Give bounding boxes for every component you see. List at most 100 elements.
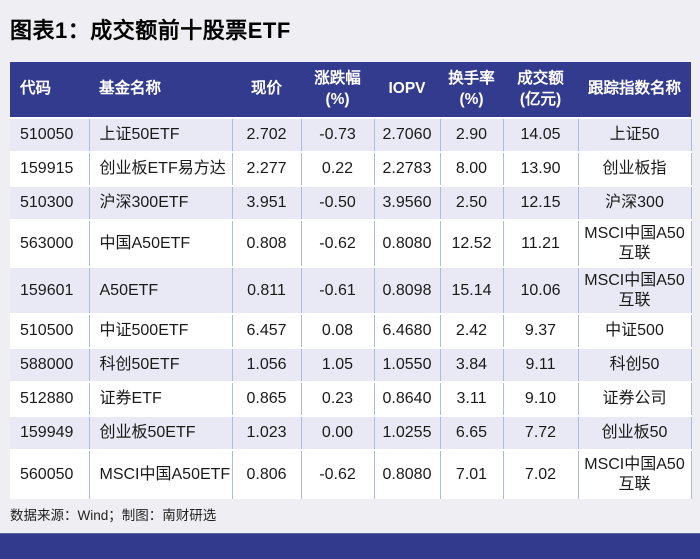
etf-table: 代码 基金名称 现价 涨跌幅 (%) IOPV 换手率 (%) 成交额 (亿元)… (10, 62, 692, 499)
cell-code: 159601 (20, 281, 74, 299)
cell-volume: 12.15 (502, 186, 578, 220)
cell-fund-name: 创业板ETF易方达 (88, 152, 232, 186)
cell-price: 2.702 (231, 118, 301, 152)
cell-code: 560050 (20, 466, 74, 483)
table-row: 510300 沪深300ETF 3.951 -0.50 3.9560 2.50 … (10, 186, 692, 220)
cell-iopv: 0.8640 (373, 382, 440, 416)
cell-change-pct: 0.00 (300, 416, 374, 450)
cell-volume: 11.21 (502, 220, 578, 267)
cell-change-pct: 1.05 (300, 348, 374, 382)
cell-index-name: MSCI中国A50 互联 (577, 267, 692, 314)
bottom-bar (0, 533, 700, 559)
cell-change-pct: 0.23 (300, 382, 374, 416)
table-row: 560050 MSCI中国A50ETF 0.806 -0.62 0.8080 7… (10, 450, 692, 499)
cell-turnover-pct: 15.14 (439, 267, 503, 314)
cell-iopv: 2.2783 (373, 152, 440, 186)
cell-code: 588000 (20, 356, 74, 373)
cell-volume: 9.11 (502, 348, 578, 382)
cell-turnover-pct: 2.42 (439, 314, 503, 348)
cell-volume: 13.90 (502, 152, 578, 186)
cell-index-name: 创业板50 (577, 416, 692, 450)
table-row: 159601 A50ETF 0.811 -0.61 0.8098 15.14 1… (10, 267, 692, 314)
cell-iopv: 0.8080 (373, 450, 440, 499)
cell-fund-name: 证券ETF (88, 382, 232, 416)
cell-price: 6.457 (231, 314, 301, 348)
cell-index-name: 沪深300 (577, 186, 692, 220)
table-row: 588000 科创50ETF 1.056 1.05 1.0550 3.84 9.… (10, 348, 692, 382)
cell-price: 3.951 (231, 186, 301, 220)
cell-change-pct: -0.62 (300, 450, 374, 499)
col-header-fund-name: 基金名称 (89, 62, 232, 118)
cell-iopv: 1.0550 (373, 348, 440, 382)
cell-index-name: 上证50 (577, 118, 692, 152)
cell-index-name: 中证500 (577, 314, 692, 348)
cell-fund-name: 科创50ETF (88, 348, 232, 382)
col-header-price: 现价 (232, 62, 301, 118)
col-header-code: 代码 (10, 62, 89, 118)
table-header: 代码 基金名称 现价 涨跌幅 (%) IOPV 换手率 (%) 成交额 (亿元)… (10, 62, 691, 118)
cell-change-pct: -0.73 (300, 118, 374, 152)
table-row: 159949 创业板50ETF 1.023 0.00 1.0255 6.65 7… (10, 416, 692, 450)
cell-code: 510300 (20, 194, 74, 211)
cell-change-pct: -0.50 (300, 186, 374, 220)
cell-change-pct: -0.61 (300, 267, 374, 314)
col-header-iopv: IOPV (374, 62, 440, 118)
table-row: 512880 证券ETF 0.865 0.23 0.8640 3.11 9.10… (10, 382, 692, 416)
cell-fund-name: A50ETF (88, 267, 232, 314)
cell-change-pct: 0.08 (300, 314, 374, 348)
cell-volume: 9.10 (502, 382, 578, 416)
cell-price: 0.806 (231, 450, 301, 499)
cell-turnover-pct: 7.01 (439, 450, 503, 499)
cell-iopv: 0.8080 (373, 220, 440, 267)
cell-price: 1.023 (231, 416, 301, 450)
cell-price: 0.865 (231, 382, 301, 416)
page-title: 图表1：成交额前十股票ETF (10, 18, 291, 43)
cell-turnover-pct: 2.90 (439, 118, 503, 152)
cell-price: 1.056 (231, 348, 301, 382)
cell-price: 0.811 (231, 267, 301, 314)
cell-turnover-pct: 8.00 (439, 152, 503, 186)
cell-turnover-pct: 3.84 (439, 348, 503, 382)
col-header-change-pct: 涨跌幅 (%) (301, 62, 374, 118)
cell-fund-name: 沪深300ETF (88, 186, 232, 220)
cell-turnover-pct: 12.52 (439, 220, 503, 267)
cell-code: 159915 (20, 160, 74, 177)
cell-price: 0.808 (231, 220, 301, 267)
cell-volume: 7.02 (502, 450, 578, 499)
col-header-volume: 成交额 (亿元) (503, 62, 578, 118)
cell-volume: 14.05 (502, 118, 578, 152)
cell-code: 512880 (20, 390, 74, 407)
header-row: 代码 基金名称 现价 涨跌幅 (%) IOPV 换手率 (%) 成交额 (亿元)… (10, 62, 691, 118)
table-row: 159915 创业板ETF易方达 2.277 0.22 2.2783 8.00 … (10, 152, 692, 186)
cell-code: 510050 (20, 126, 74, 143)
cell-fund-name: 中国A50ETF (88, 220, 232, 267)
cell-change-pct: -0.62 (300, 220, 374, 267)
table-row: 563000 中国A50ETF 0.808 -0.62 0.8080 12.52… (10, 220, 692, 267)
cell-iopv: 2.7060 (373, 118, 440, 152)
cell-price: 2.277 (231, 152, 301, 186)
table-row: 510050 上证50ETF 2.702 -0.73 2.7060 2.90 1… (10, 118, 692, 152)
cell-code: 563000 (20, 234, 74, 252)
cell-change-pct: 0.22 (300, 152, 374, 186)
cell-iopv: 0.8098 (373, 267, 440, 314)
cell-index-name: 证券公司 (577, 382, 692, 416)
cell-turnover-pct: 3.11 (439, 382, 503, 416)
table-row: 510500 中证500ETF 6.457 0.08 6.4680 2.42 9… (10, 314, 692, 348)
cell-volume: 10.06 (502, 267, 578, 314)
cell-code: 159949 (20, 424, 74, 441)
cell-volume: 7.72 (502, 416, 578, 450)
cell-volume: 9.37 (502, 314, 578, 348)
cell-iopv: 1.0255 (373, 416, 440, 450)
cell-fund-name: 中证500ETF (88, 314, 232, 348)
cell-fund-name: MSCI中国A50ETF (88, 450, 232, 499)
cell-index-name: MSCI中国A50 互联 (577, 450, 692, 499)
cell-fund-name: 上证50ETF (88, 118, 232, 152)
cell-turnover-pct: 2.50 (439, 186, 503, 220)
cell-code: 510500 (20, 322, 74, 339)
col-header-index-name: 跟踪指数名称 (578, 62, 691, 118)
cell-turnover-pct: 6.65 (439, 416, 503, 450)
cell-index-name: 科创50 (577, 348, 692, 382)
cell-index-name: 创业板指 (577, 152, 692, 186)
data-source-note: 数据来源：Wind；制图：南财研选 (10, 508, 217, 523)
cell-index-name: MSCI中国A50 互联 (577, 220, 692, 267)
